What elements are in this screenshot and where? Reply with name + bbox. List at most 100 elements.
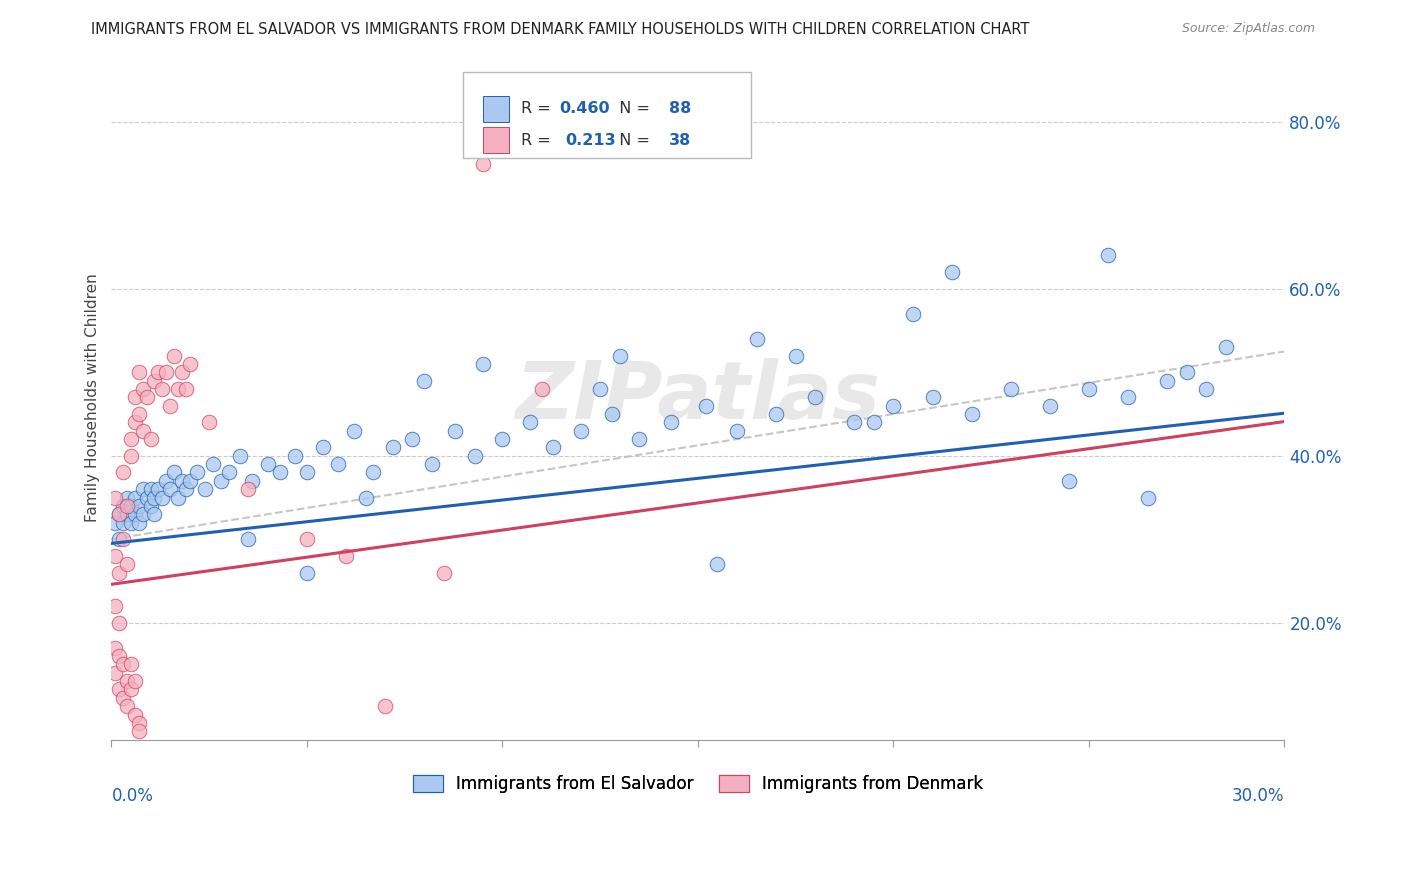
Point (844, 416, 866, 430)
Point (269, 466, 291, 480)
Point (124, 507, 146, 521)
Text: ZIPatlas: ZIPatlas (516, 359, 880, 436)
Point (135, 491, 157, 505)
Point (120, 657, 142, 672)
Point (1059, 474, 1081, 488)
Point (530, 382, 553, 396)
Point (401, 432, 423, 446)
Point (209, 474, 232, 488)
Point (238, 533, 260, 547)
Point (186, 466, 208, 480)
Point (167, 382, 190, 396)
Text: 0.213: 0.213 (565, 133, 616, 148)
Point (311, 441, 333, 455)
Point (785, 349, 807, 363)
Point (108, 507, 131, 521)
Point (139, 432, 162, 446)
Point (295, 566, 318, 580)
Text: N =: N = (609, 133, 655, 148)
Point (174, 482, 197, 496)
Point (170, 365, 193, 379)
Point (284, 449, 307, 463)
Point (600, 407, 623, 421)
Point (128, 724, 150, 739)
Point (150, 382, 173, 396)
Point (131, 482, 153, 496)
Point (139, 499, 162, 513)
FancyBboxPatch shape (464, 72, 751, 158)
Point (238, 482, 260, 496)
Point (143, 491, 166, 505)
Point (433, 566, 456, 580)
Point (628, 432, 651, 446)
Point (120, 432, 142, 446)
Point (198, 416, 221, 430)
Point (381, 441, 404, 455)
Point (120, 449, 142, 463)
Point (901, 307, 924, 321)
Point (124, 390, 146, 404)
Point (131, 382, 153, 396)
Point (921, 390, 943, 404)
Point (765, 407, 787, 421)
Point (167, 491, 190, 505)
Point (202, 457, 225, 471)
Point (218, 466, 240, 480)
Point (179, 474, 201, 488)
Point (115, 491, 138, 505)
Text: R =: R = (520, 101, 555, 116)
Point (108, 615, 131, 630)
Point (363, 466, 385, 480)
Point (163, 466, 186, 480)
Point (960, 407, 983, 421)
Point (108, 566, 131, 580)
FancyBboxPatch shape (484, 128, 509, 153)
Point (179, 357, 201, 371)
Point (128, 499, 150, 513)
Point (112, 466, 135, 480)
Point (374, 699, 396, 714)
Point (659, 416, 682, 430)
Point (124, 416, 146, 430)
Point (569, 424, 592, 438)
Point (115, 558, 138, 572)
Point (420, 457, 443, 471)
Point (148, 365, 170, 379)
Point (295, 533, 318, 547)
Point (104, 516, 127, 530)
Point (1000, 382, 1022, 396)
Point (150, 491, 173, 505)
Point (128, 715, 150, 730)
Point (120, 682, 142, 697)
Point (335, 549, 357, 563)
Point (108, 507, 131, 521)
Point (471, 357, 494, 371)
Point (1215, 340, 1237, 354)
Point (229, 449, 252, 463)
Point (464, 449, 486, 463)
Point (1097, 248, 1119, 262)
Point (354, 491, 377, 505)
Point (112, 657, 135, 672)
Point (194, 482, 217, 496)
Point (240, 474, 263, 488)
Point (131, 424, 153, 438)
Point (174, 382, 197, 396)
Point (941, 265, 963, 279)
Text: N =: N = (609, 101, 655, 116)
Point (115, 699, 138, 714)
Point (541, 441, 564, 455)
Point (1136, 491, 1159, 505)
Text: IMMIGRANTS FROM EL SALVADOR VS IMMIGRANTS FROM DENMARK FAMILY HOUSEHOLDS WITH CH: IMMIGRANTS FROM EL SALVADOR VS IMMIGRANT… (91, 22, 1029, 37)
Point (725, 424, 748, 438)
Point (804, 390, 827, 404)
Point (143, 374, 166, 388)
Point (112, 533, 135, 547)
Point (1156, 374, 1178, 388)
Point (695, 399, 717, 413)
Point (706, 558, 728, 572)
Point (120, 499, 142, 513)
Point (163, 349, 186, 363)
Point (444, 424, 467, 438)
Point (120, 516, 142, 530)
